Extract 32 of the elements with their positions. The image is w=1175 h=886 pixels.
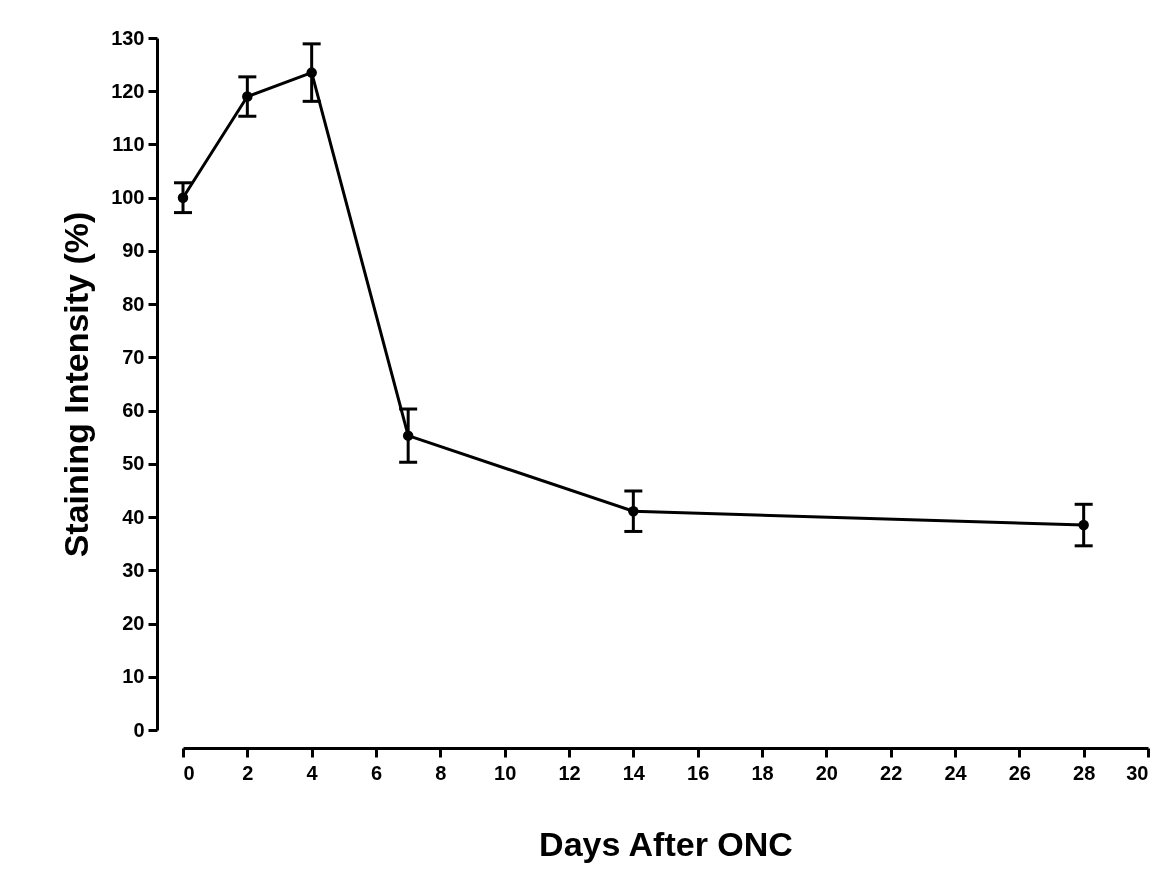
x-tick-label: 0 <box>183 761 195 784</box>
y-tick-label: 70 <box>122 345 145 368</box>
y-tick-label: 110 <box>112 132 145 155</box>
y-tick-label: 90 <box>122 239 145 262</box>
y-tick-label: 30 <box>122 558 145 581</box>
x-tick-label: 8 <box>435 761 447 784</box>
x-tick-label: 12 <box>558 761 581 784</box>
x-tick-label: 20 <box>815 761 838 784</box>
y-tick-label: 20 <box>122 612 145 635</box>
y-tick-label: 100 <box>111 186 145 209</box>
x-tick-label: 14 <box>622 761 646 784</box>
y-tick-label: 80 <box>122 292 145 315</box>
x-axis-title: Days After ONC <box>539 824 793 863</box>
y-tick-label: 40 <box>122 505 145 528</box>
x-tick-label: 26 <box>1008 761 1031 784</box>
x-tick-label: 2 <box>242 761 254 784</box>
x-tick-label: 24 <box>944 761 968 784</box>
y-tick-label: 10 <box>122 665 145 688</box>
y-tick-label: 120 <box>111 79 145 102</box>
x-tick-label: 10 <box>494 761 517 784</box>
x-tick-label: 16 <box>687 761 710 784</box>
x-tick-label: 30 <box>1126 761 1149 784</box>
y-tick-label: 0 <box>133 718 145 741</box>
x-tick-label: 4 <box>306 761 319 784</box>
y-tick-label: 130 <box>111 26 145 49</box>
y-tick-label: 50 <box>122 452 145 475</box>
y-tick-label: 60 <box>122 399 145 422</box>
x-tick-label: 18 <box>751 761 774 784</box>
x-tick-label: 6 <box>370 761 383 784</box>
y-axis-title: Staining Intensity (%) <box>57 211 96 558</box>
x-tick-label: 28 <box>1073 761 1096 784</box>
x-tick-label: 22 <box>880 761 903 784</box>
